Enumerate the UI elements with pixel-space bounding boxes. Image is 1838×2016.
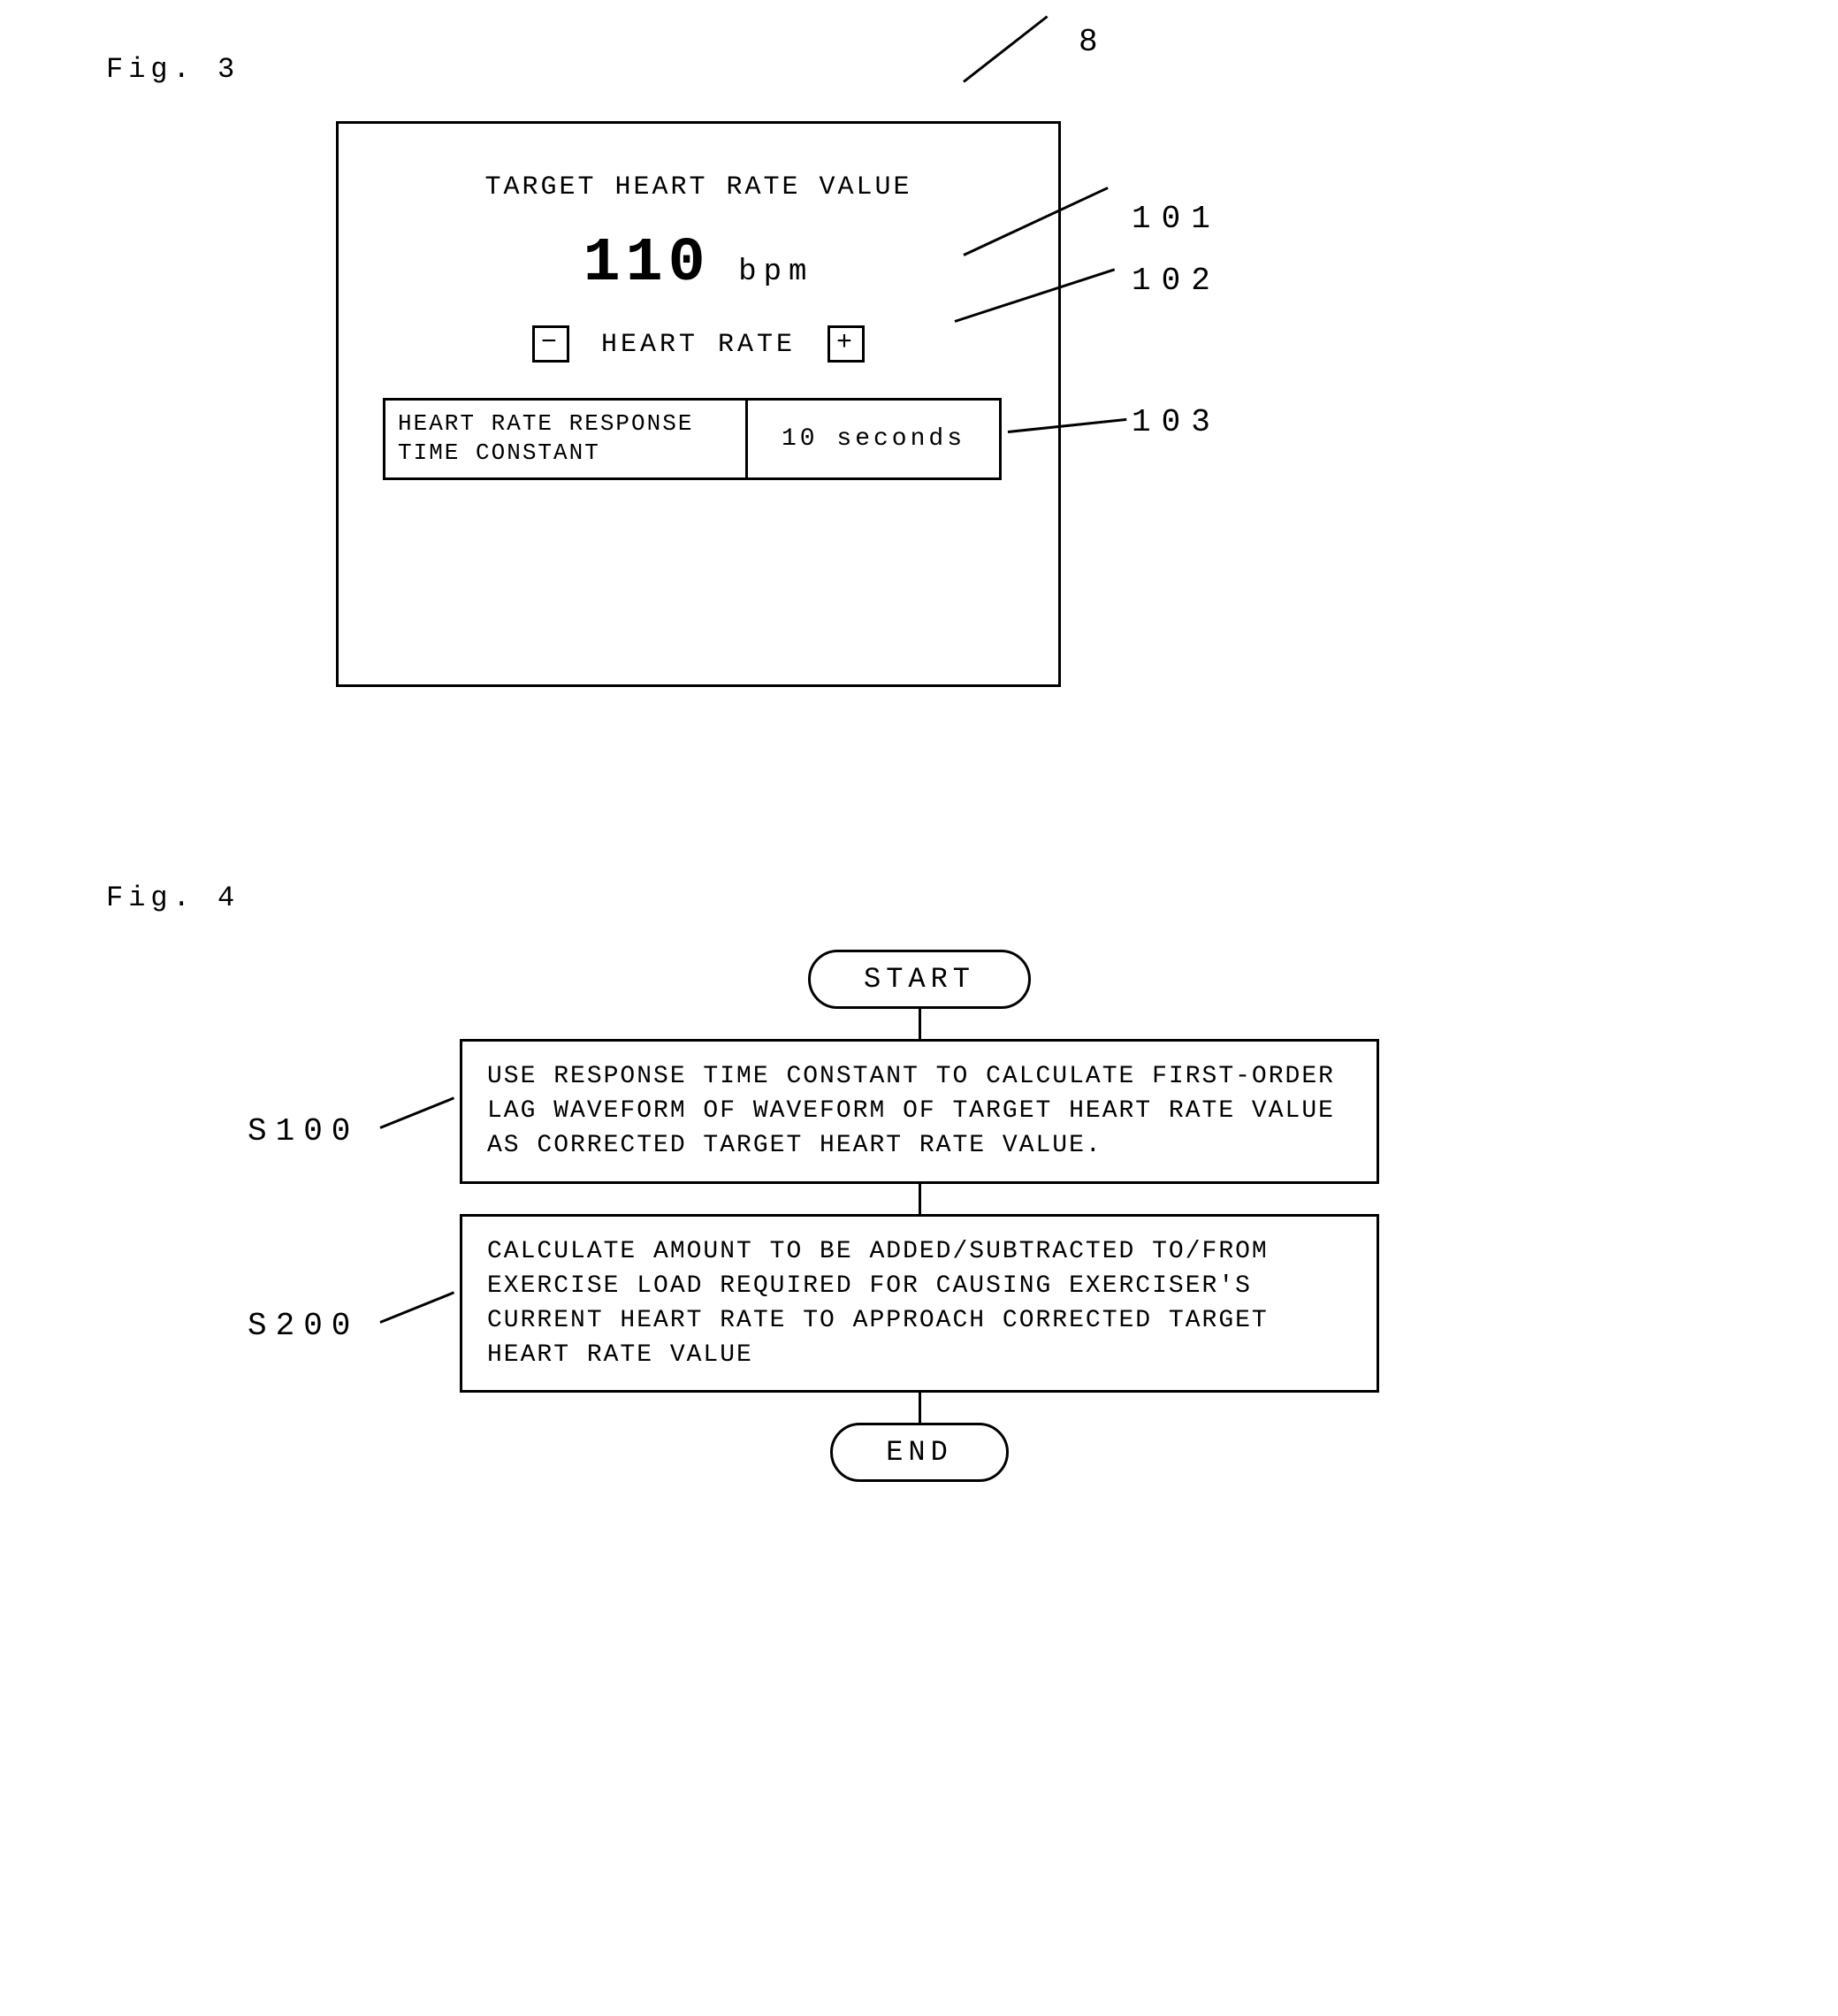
target-hr-unit: bpm: [738, 256, 813, 289]
start-terminator: START: [808, 950, 1031, 1009]
settings-panel: TARGET HEART RATE VALUE 110 bpm − HEART …: [336, 121, 1061, 687]
minus-button[interactable]: −: [532, 325, 569, 363]
step-s200-box: CALCULATE AMOUNT TO BE ADDED/SUBTRACTED …: [460, 1214, 1379, 1394]
plus-button[interactable]: +: [827, 325, 865, 363]
target-hr-value-line: 110 bpm: [383, 229, 1014, 299]
fig3-label: Fig. 3: [106, 53, 1732, 86]
time-constant-table: HEART RATE RESPONSE TIME CONSTANT 10 sec…: [383, 398, 1002, 480]
fig4-label: Fig. 4: [106, 882, 1732, 914]
fig3-container: TARGET HEART RATE VALUE 110 bpm − HEART …: [336, 121, 1732, 687]
hr-adjust-label: HEART RATE: [601, 330, 796, 360]
fig4-container: START USE RESPONSE TIME CONSTANT TO CALC…: [265, 950, 1397, 1482]
flowchart: START USE RESPONSE TIME CONSTANT TO CALC…: [460, 950, 1379, 1482]
lead-s200: [379, 1291, 454, 1323]
connector-1: [919, 1009, 921, 1039]
time-constant-label: HEART RATE RESPONSE TIME CONSTANT: [385, 401, 748, 477]
connector-2: [919, 1184, 921, 1214]
lead-s100: [379, 1096, 454, 1128]
callout-103: 103: [1132, 404, 1221, 440]
target-hr-value: 110: [583, 229, 711, 299]
callout-102: 102: [1132, 263, 1221, 299]
hr-adjust-line: − HEART RATE +: [383, 325, 1014, 363]
step-s100-box: USE RESPONSE TIME CONSTANT TO CALCULATE …: [460, 1039, 1379, 1184]
callout-8: 8: [1079, 24, 1109, 60]
callout-101: 101: [1132, 201, 1221, 237]
connector-3: [919, 1393, 921, 1423]
end-terminator: END: [830, 1423, 1009, 1482]
label-s100: S100: [248, 1113, 359, 1149]
target-hr-title: TARGET HEART RATE VALUE: [383, 172, 1014, 202]
label-s200: S200: [248, 1308, 359, 1344]
time-constant-value: 10 seconds: [748, 401, 999, 477]
